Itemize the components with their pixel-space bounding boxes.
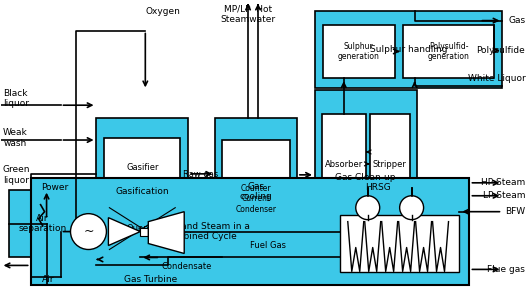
Bar: [31, 178, 470, 285]
Polygon shape: [148, 212, 184, 253]
Text: HP Steam: HP Steam: [481, 178, 525, 187]
Text: Raw gas: Raw gas: [182, 170, 218, 179]
Text: Gasifier: Gasifier: [126, 163, 158, 172]
Bar: [215, 118, 297, 265]
Text: Sulphur
generation: Sulphur generation: [338, 42, 379, 61]
Bar: [104, 138, 180, 198]
Bar: [322, 114, 366, 216]
Text: Gas Turbine: Gas Turbine: [123, 275, 177, 284]
Bar: [370, 114, 410, 216]
Bar: [96, 118, 188, 265]
Bar: [403, 25, 494, 78]
Text: Power: Power: [41, 183, 68, 192]
Text: Gas Clean-up: Gas Clean-up: [335, 173, 396, 182]
Text: Flue gas: Flue gas: [488, 265, 525, 274]
Text: Fuel Gas: Fuel Gas: [250, 241, 286, 250]
Text: Stripper: Stripper: [373, 160, 407, 169]
Text: Sulphur handling: Sulphur handling: [370, 45, 447, 54]
Bar: [140, 228, 148, 235]
Text: BFW: BFW: [505, 207, 525, 216]
Bar: [340, 215, 460, 272]
Circle shape: [356, 196, 379, 220]
Text: Condensate: Condensate: [161, 262, 211, 271]
Bar: [8, 190, 76, 258]
Polygon shape: [109, 218, 140, 246]
Text: Counter
Current
Condenser: Counter Current Condenser: [235, 184, 277, 214]
Text: Gas
cooling: Gas cooling: [240, 182, 272, 202]
Text: Polysulfid-
generation: Polysulfid- generation: [428, 42, 470, 61]
Text: Gas: Gas: [508, 16, 525, 25]
Text: Polysulfide: Polysulfide: [476, 46, 525, 55]
Text: Gasification: Gasification: [116, 187, 169, 196]
Text: HRSG: HRSG: [365, 183, 391, 192]
Text: Absorber: Absorber: [325, 160, 363, 169]
Text: Black
liquor: Black liquor: [3, 88, 29, 108]
Text: MP/LP  Hot
Steamwater: MP/LP Hot Steamwater: [220, 5, 276, 24]
Text: LP Steam: LP Steam: [483, 191, 525, 200]
Text: White Liquor: White Liquor: [467, 74, 525, 83]
Text: ~: ~: [83, 225, 94, 238]
Circle shape: [70, 214, 107, 249]
Bar: [315, 90, 417, 265]
Bar: [315, 11, 502, 88]
Text: Air: Air: [42, 275, 55, 284]
Text: Power and Steam in a
Combined Cycle: Power and Steam in a Combined Cycle: [151, 222, 250, 241]
Text: Oxygen: Oxygen: [145, 7, 180, 16]
Bar: [104, 200, 180, 258]
Bar: [222, 140, 290, 258]
Text: Quench: Quench: [126, 224, 158, 233]
Bar: [323, 25, 395, 78]
Text: Green
liquor: Green liquor: [3, 165, 30, 184]
Text: Air
separation: Air separation: [19, 214, 67, 233]
Circle shape: [400, 196, 423, 220]
Text: Weak
wash: Weak wash: [3, 128, 28, 148]
